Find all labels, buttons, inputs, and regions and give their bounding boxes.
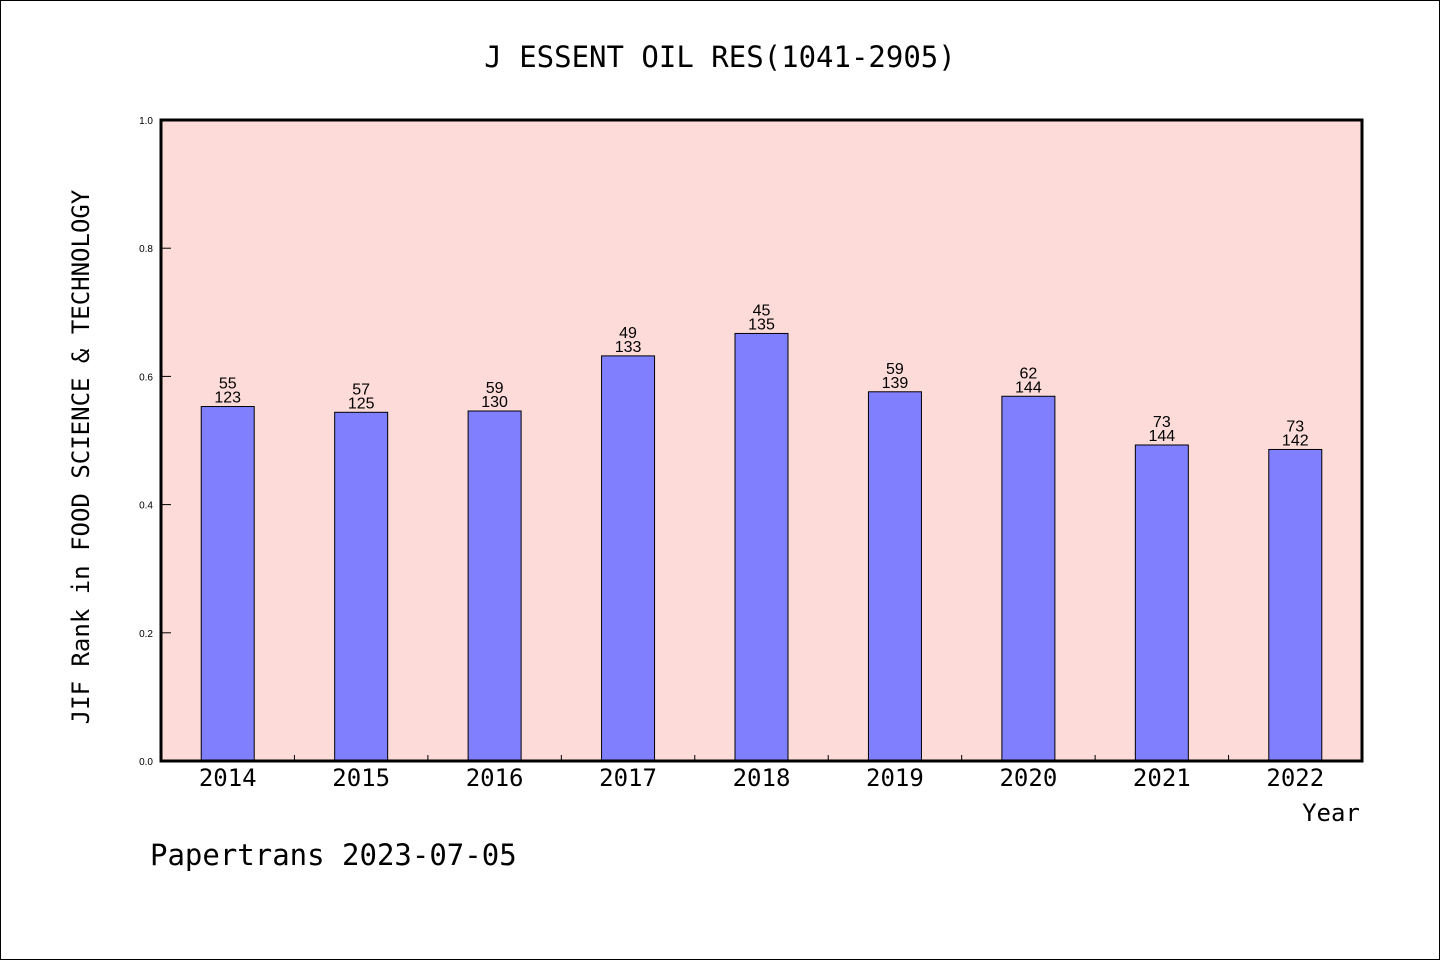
x-tick-label: 2016 — [466, 764, 524, 792]
bar-rank-label: 62 — [1019, 365, 1037, 382]
bar-2015 — [334, 411, 389, 762]
x-tick-label: 2021 — [1133, 764, 1191, 792]
bar-2021 — [1134, 444, 1189, 762]
chart-title: J ESSENT OIL RES(1041-2905) — [484, 40, 955, 74]
bar-rank-label: 73 — [1286, 418, 1304, 435]
bar-rank-label: 45 — [753, 302, 771, 319]
bar-rank-label: 57 — [352, 381, 370, 398]
bar-2019 — [867, 391, 922, 762]
bar-total-label: 123 — [214, 390, 241, 407]
y-axis-title: JIF Rank in FOOD SCIENCE & TECHNOLOGY — [67, 189, 95, 724]
x-tick-label: 2015 — [332, 764, 390, 792]
bar-total-label: 144 — [1148, 428, 1175, 445]
bar-rank-label: 59 — [486, 380, 504, 397]
bar-total-label: 144 — [1015, 379, 1042, 396]
x-tick-label: 2014 — [199, 764, 257, 792]
y-tick-label: 0.8 — [139, 244, 153, 255]
bar-rank-label: 73 — [1153, 414, 1171, 431]
bar-total-label: 135 — [748, 316, 775, 333]
y-tick-label: 0.0 — [139, 757, 153, 768]
bar-rank-label: 55 — [219, 376, 237, 393]
plot-border — [159, 118, 1364, 763]
bar-total-label: 133 — [615, 339, 642, 356]
bars-group — [200, 332, 1323, 762]
bar-total-label: 125 — [348, 395, 375, 412]
y-tick-label: 0.2 — [139, 629, 153, 640]
bar-2020 — [1001, 395, 1056, 762]
bar-2017 — [601, 355, 656, 762]
x-axis-title: Year — [1302, 799, 1360, 827]
x-axis-ticks: 2014 2015 2016 2017 2018 2019 2020 2021 2022 — [199, 755, 1324, 792]
bar-rank-label: 59 — [886, 361, 904, 378]
bar-2014 — [200, 406, 255, 762]
bar-rank-label: 49 — [619, 325, 637, 342]
x-tick-label: 2020 — [999, 764, 1057, 792]
x-tick-label: 2022 — [1266, 764, 1324, 792]
bar-total-label: 142 — [1282, 432, 1309, 449]
bar-total-label: 130 — [481, 394, 508, 411]
bar-2016 — [467, 410, 522, 762]
x-tick-label: 2017 — [599, 764, 657, 792]
footer-credit: Papertrans 2023-07-05 — [150, 838, 517, 872]
bar-2018 — [734, 332, 789, 762]
x-tick-label: 2019 — [866, 764, 924, 792]
bar-total-label: 139 — [882, 375, 909, 392]
bar-2022 — [1268, 448, 1323, 762]
y-tick-label: 0.4 — [139, 501, 153, 512]
x-tick-label: 2018 — [733, 764, 791, 792]
y-tick-label: 0.6 — [139, 372, 153, 383]
y-tick-label: 1.0 — [139, 116, 153, 127]
